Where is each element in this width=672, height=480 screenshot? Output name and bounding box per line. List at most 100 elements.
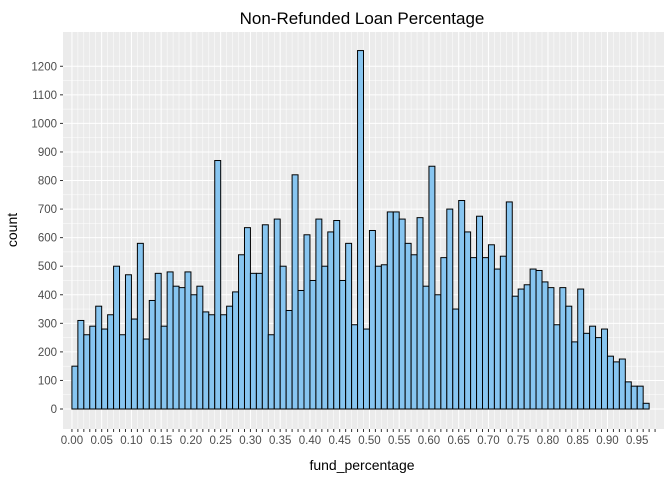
histogram-bar xyxy=(89,325,97,410)
y-tick-label: 800 xyxy=(38,176,57,188)
histogram-bar xyxy=(255,272,263,410)
x-tick-label: 0.00 xyxy=(61,435,83,447)
histogram-bar xyxy=(172,285,180,410)
histogram-bar xyxy=(190,294,198,410)
histogram-bar xyxy=(315,218,323,410)
histogram-bar xyxy=(154,272,162,410)
y-tick-label: 500 xyxy=(38,261,57,273)
x-tick-label: 0.35 xyxy=(269,435,291,447)
x-axis-label: fund_percentage xyxy=(309,457,414,473)
x-tick-label: 0.65 xyxy=(448,435,470,447)
histogram-bar xyxy=(606,355,614,410)
histogram-bar xyxy=(523,284,531,410)
x-tick-label: 0.40 xyxy=(299,435,321,447)
histogram-bar xyxy=(571,341,579,410)
y-tick-label: 300 xyxy=(38,318,57,330)
x-tick-label: 0.30 xyxy=(239,435,261,447)
histogram-bar xyxy=(511,295,519,410)
histogram-bar xyxy=(493,268,501,410)
histogram-bar xyxy=(303,234,311,410)
histogram-bar xyxy=(487,244,495,410)
histogram-bar xyxy=(476,215,484,410)
x-tick-label: 0.25 xyxy=(209,435,231,447)
y-tick-label: 400 xyxy=(38,290,57,302)
x-tick-label: 0.60 xyxy=(418,435,440,447)
histogram-bar xyxy=(107,314,115,410)
histogram-bar xyxy=(285,309,293,410)
histogram-bar xyxy=(482,257,489,410)
y-tick-label: 700 xyxy=(38,204,57,216)
histogram-bar xyxy=(160,325,168,410)
histogram-bar xyxy=(464,231,472,410)
histogram-bar xyxy=(517,288,525,410)
histogram-bar xyxy=(428,165,436,410)
histogram-bar xyxy=(226,305,234,410)
histogram-bar xyxy=(321,265,329,410)
histogram-bar xyxy=(374,265,382,410)
histogram-bar xyxy=(71,365,79,410)
y-tick-label: 1000 xyxy=(31,118,57,130)
x-tick-label: 0.55 xyxy=(388,435,410,447)
y-tick-label: 900 xyxy=(38,147,57,159)
x-tick-label: 0.85 xyxy=(567,435,589,447)
histogram-bar xyxy=(630,385,638,410)
histogram-bar xyxy=(612,361,620,410)
histogram-bar xyxy=(577,288,585,410)
y-tick-label: 1200 xyxy=(31,61,57,73)
histogram-bar xyxy=(345,242,353,410)
histogram-bar xyxy=(309,279,317,410)
histogram-bar xyxy=(595,337,603,410)
histogram-bar xyxy=(434,294,442,410)
x-tick-label: 0.75 xyxy=(507,435,529,447)
histogram-bar xyxy=(142,338,150,410)
histogram-bar xyxy=(297,289,305,410)
histogram-bar xyxy=(505,201,513,410)
histogram-bar xyxy=(589,325,597,410)
y-tick-label: 200 xyxy=(38,347,57,359)
histogram-bar xyxy=(642,402,650,410)
x-axis-ticks: 0.00 0.05 0.10 0.15 0.20 0.25 0.30 0.35 0.40 0.45… xyxy=(61,429,656,447)
y-tick-label: 0 xyxy=(51,404,57,416)
histogram-bar xyxy=(618,358,626,410)
histogram-bars xyxy=(71,50,650,410)
x-tick-label: 0.05 xyxy=(90,435,112,447)
histogram-bar xyxy=(404,242,412,410)
histogram-bar xyxy=(386,211,394,410)
x-tick-label: 0.20 xyxy=(180,435,202,447)
histogram-bar xyxy=(249,272,257,410)
histogram-bar xyxy=(636,385,644,410)
x-tick-label: 0.10 xyxy=(120,435,142,447)
histogram-bar xyxy=(339,279,347,410)
histogram-bar xyxy=(333,220,341,410)
histogram-bar xyxy=(77,319,85,410)
histogram-bar xyxy=(148,299,156,410)
histogram-bar xyxy=(470,257,478,410)
histogram-bar xyxy=(541,281,549,410)
histogram-bar xyxy=(166,271,174,410)
histogram-bar xyxy=(452,308,460,410)
histogram-bar xyxy=(130,318,138,410)
histogram-bar xyxy=(583,332,591,410)
histogram-bar xyxy=(273,218,281,410)
histogram-bar xyxy=(261,224,269,410)
histogram-bar xyxy=(202,311,210,410)
histogram-bar xyxy=(440,257,448,410)
histogram-bar xyxy=(363,328,370,410)
histogram-bar xyxy=(553,324,561,410)
histogram-bar xyxy=(238,254,245,410)
histogram-bar xyxy=(214,160,222,410)
histogram-bar xyxy=(279,265,287,410)
histogram-bar xyxy=(529,268,537,410)
histogram-bar xyxy=(458,200,466,410)
x-tick-label: 0.45 xyxy=(329,435,351,447)
histogram-bar xyxy=(113,265,121,410)
histogram-bar xyxy=(124,274,132,410)
histogram-bar xyxy=(357,50,364,410)
x-tick-label: 0.80 xyxy=(537,435,559,447)
y-tick-label: 1100 xyxy=(32,90,57,102)
histogram-bar xyxy=(624,381,632,410)
histogram-bar xyxy=(83,334,91,410)
histogram-bar xyxy=(184,271,192,410)
x-tick-label: 0.50 xyxy=(358,435,380,447)
histogram-bar xyxy=(535,269,543,410)
